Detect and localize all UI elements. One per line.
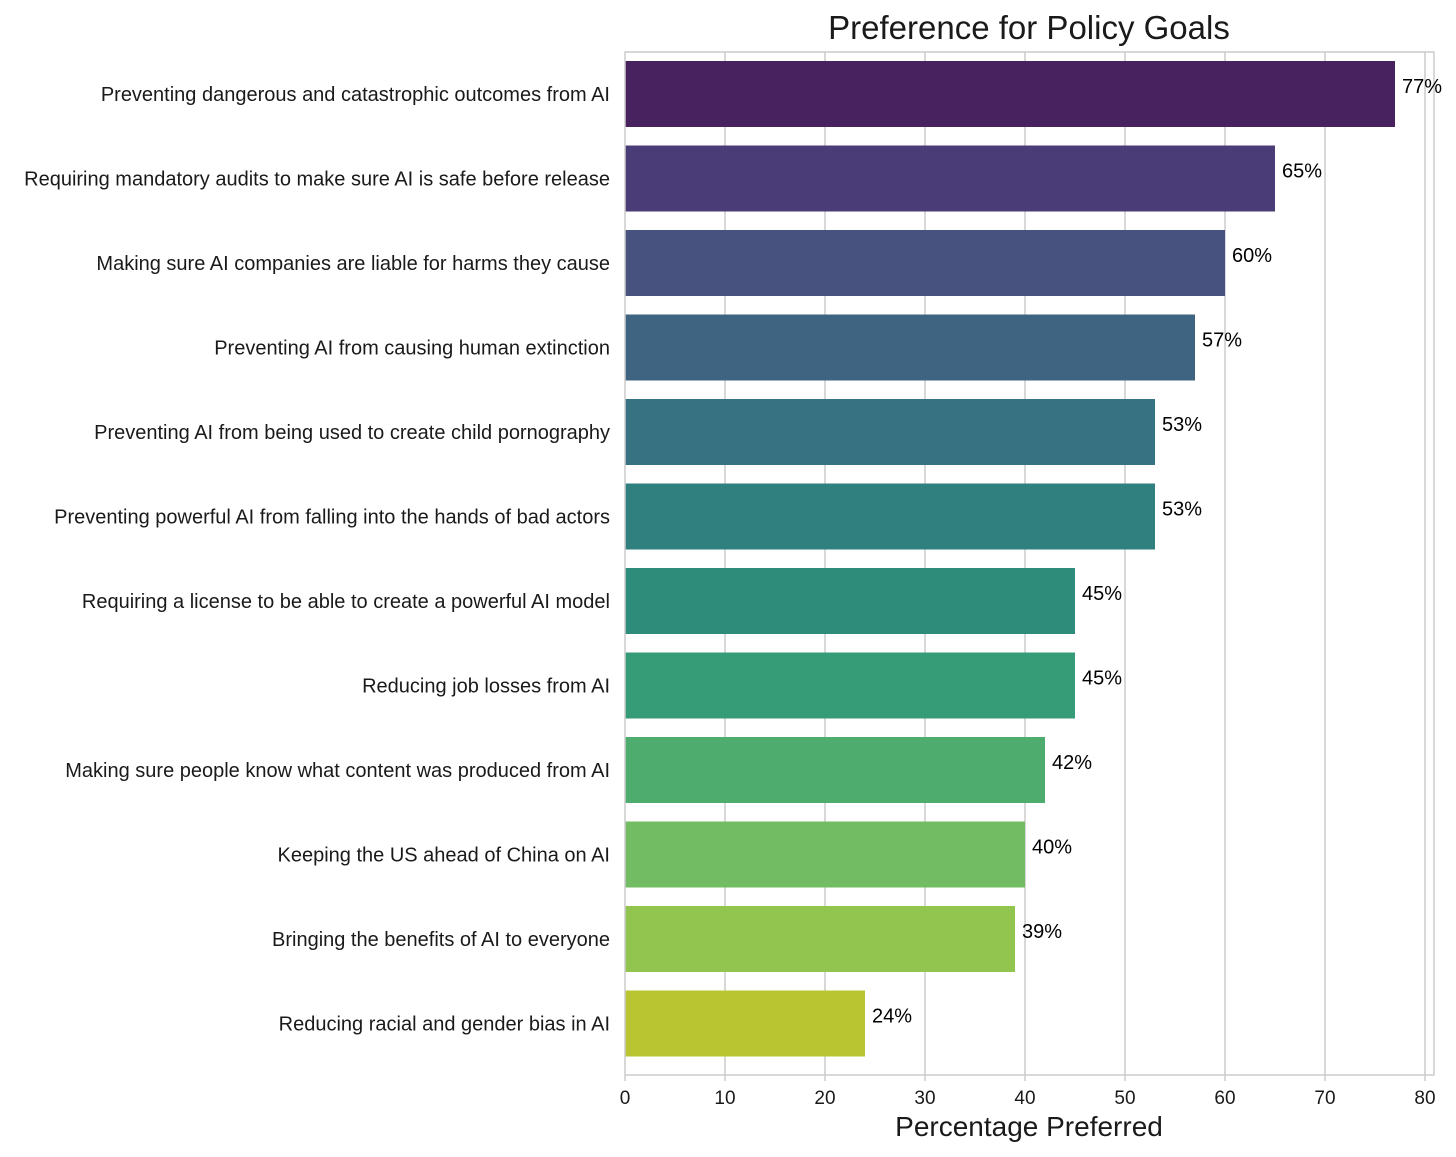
category-label: Preventing dangerous and catastrophic ou… [101, 84, 610, 106]
bar [625, 61, 1395, 127]
value-label: 42% [1052, 752, 1092, 774]
category-label: Reducing racial and gender bias in AI [279, 1014, 610, 1036]
value-label: 39% [1022, 921, 1062, 943]
value-label: 45% [1082, 583, 1122, 605]
category-label: Requiring a license to be able to create… [82, 591, 610, 613]
x-tick-label: 0 [620, 1088, 631, 1109]
bar [625, 737, 1045, 803]
value-label: 45% [1082, 668, 1122, 690]
bar [625, 652, 1075, 719]
bar [625, 145, 1275, 212]
bar [625, 483, 1155, 550]
category-label: Preventing powerful AI from falling into… [54, 507, 610, 529]
plot-frame [624, 51, 1435, 1076]
bar [625, 314, 1195, 381]
category-label: Keeping the US ahead of China on AI [278, 845, 610, 867]
x-tick-label: 20 [814, 1088, 835, 1109]
grid-lines [724, 52, 1426, 1075]
bars [625, 61, 1395, 1057]
x-axis-ticks: 0 10 20 30 40 50 60 70 80 [620, 1075, 1436, 1109]
value-label: 65% [1282, 161, 1322, 183]
x-tick-label: 10 [714, 1088, 735, 1109]
category-label: Making sure people know what content was… [65, 760, 610, 782]
x-tick-label: 50 [1114, 1088, 1135, 1109]
value-label: 77% [1402, 76, 1442, 98]
value-label: 53% [1162, 414, 1202, 436]
category-label: Reducing job losses from AI [362, 676, 610, 698]
category-label: Making sure AI companies are liable for … [96, 253, 610, 275]
y-axis-category-labels: Preventing dangerous and catastrophic ou… [24, 84, 610, 1036]
x-tick-label: 80 [1414, 1088, 1435, 1109]
chart-title: Preference for Policy Goals [828, 9, 1230, 46]
bar [625, 821, 1025, 888]
category-label: Requiring mandatory audits to make sure … [24, 169, 610, 191]
bar [625, 568, 1075, 634]
x-axis-label: Percentage Preferred [895, 1111, 1163, 1142]
bar [625, 399, 1155, 465]
bar [625, 230, 1225, 296]
data-labels: 77% 65% 60% 57% 53% 53% 45% 45% 42% 40% 39% 24% [872, 76, 1442, 1028]
value-label: 57% [1202, 330, 1242, 352]
x-tick-label: 60 [1214, 1088, 1235, 1109]
value-label: 60% [1232, 245, 1272, 267]
bar [625, 906, 1015, 972]
x-tick-label: 40 [1014, 1088, 1035, 1109]
bar [625, 990, 865, 1057]
value-label: 40% [1032, 837, 1072, 859]
category-label: Preventing AI from causing human extinct… [214, 338, 610, 360]
value-label: 53% [1162, 499, 1202, 521]
category-label: Bringing the benefits of AI to everyone [272, 929, 610, 951]
category-label: Preventing AI from being used to create … [94, 422, 610, 444]
value-label: 24% [872, 1006, 912, 1028]
x-tick-label: 70 [1314, 1088, 1335, 1109]
x-tick-label: 30 [914, 1088, 935, 1109]
